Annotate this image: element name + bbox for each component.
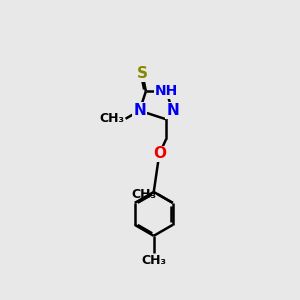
Text: CH₃: CH₃ [99,112,124,125]
Text: NH: NH [154,84,178,98]
Text: CH₃: CH₃ [141,254,166,267]
Text: N: N [133,103,146,118]
Text: S: S [137,67,148,82]
Text: O: O [153,146,166,161]
Text: CH₃: CH₃ [131,188,156,201]
Text: N: N [166,103,179,118]
